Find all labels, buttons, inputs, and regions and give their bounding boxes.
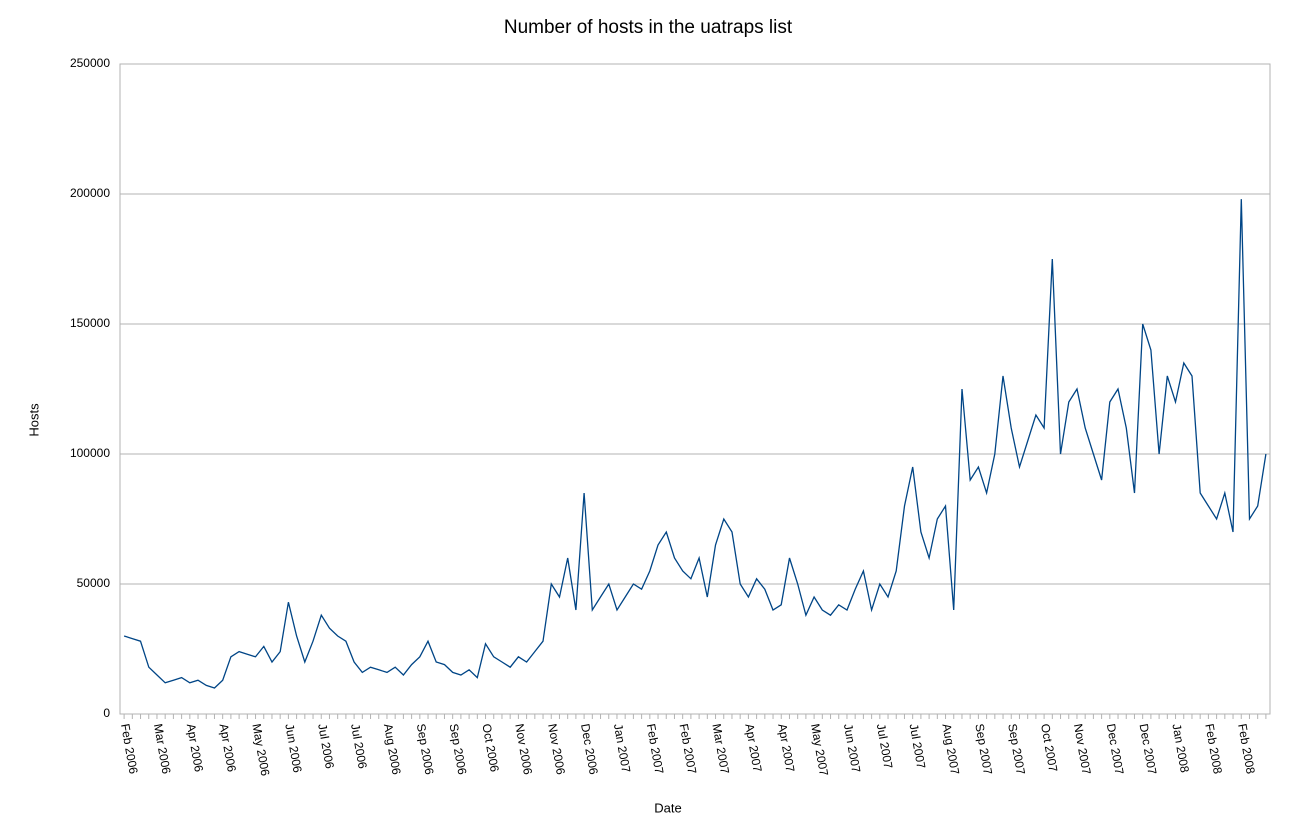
x-axis-title: Date [654,800,681,815]
x-tick-label: Jul 2007 [907,723,929,770]
x-tick-label: Mar 2006 [151,723,174,776]
x-tick-label: Dec 2006 [578,723,601,776]
x-tick-label: Mar 2007 [709,723,732,776]
y-tick-label: 200000 [70,186,110,200]
x-tick-label: Aug 2007 [939,723,962,776]
data-line [123,199,1267,689]
y-tick-label: 150000 [70,316,110,330]
x-tick-label: Apr 2006 [184,723,206,774]
y-tick-label: 250000 [70,56,110,70]
x-tick-label: Feb 2007 [677,723,700,776]
x-tick-label: May 2007 [808,723,831,778]
x-tick-label: Apr 2007 [742,723,764,774]
x-tick-label: Feb 2008 [1202,723,1225,776]
y-tick-label: 0 [103,706,110,720]
x-tick-label: Aug 2006 [381,723,404,776]
x-tick-label: Jul 2006 [348,723,370,770]
x-tick-label: Sep 2007 [972,723,995,776]
y-axis-title: Hosts [26,403,41,437]
x-tick-label: Apr 2007 [775,723,797,774]
x-tick-label: Jan 2008 [1169,723,1191,774]
x-tick-label: Jan 2007 [611,723,633,774]
x-tick-label: Oct 2007 [1038,723,1060,774]
y-tick-label: 100000 [70,446,110,460]
x-tick-label: Sep 2006 [414,723,437,776]
x-tick-label: Jul 2007 [874,723,896,770]
y-tick-label: 50000 [77,576,111,590]
x-tick-label: Feb 2008 [1235,723,1258,776]
x-tick-label: Sep 2006 [447,723,470,776]
x-tick-label: May 2006 [249,723,272,778]
x-tick-label: Dec 2007 [1104,723,1127,776]
x-tick-label: Nov 2007 [1071,723,1094,776]
x-tick-label: Feb 2007 [644,723,667,776]
x-tick-label: Dec 2007 [1137,723,1160,776]
x-tick-label: Jun 2007 [841,723,863,774]
x-tick-label: Feb 2006 [118,723,141,776]
x-tick-label: Jun 2006 [282,723,304,774]
x-tick-label: Apr 2006 [217,723,239,774]
x-tick-label: Nov 2006 [512,723,535,776]
x-tick-label: Oct 2006 [479,723,501,774]
x-tick-label: Jul 2006 [315,723,337,770]
x-tick-label: Nov 2006 [545,723,568,776]
chart-title: Number of hosts in the uatraps list [504,17,793,38]
x-tick-label: Sep 2007 [1005,723,1028,776]
